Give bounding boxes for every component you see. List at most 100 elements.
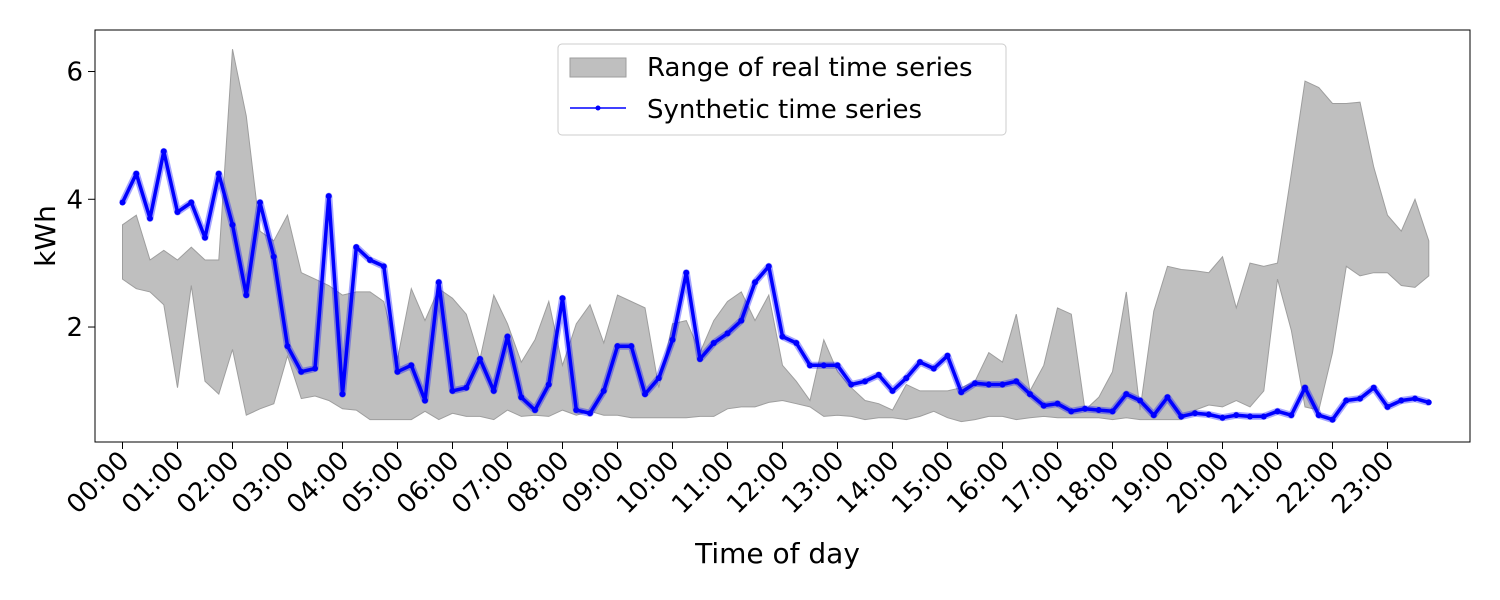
x-tick-label: 09:00 [556, 446, 630, 520]
synthetic-point [1068, 408, 1075, 415]
synthetic-point [435, 279, 442, 286]
x-tick-label: 06:00 [391, 446, 465, 520]
synthetic-point [490, 387, 497, 394]
x-tick-label: 22:00 [1271, 446, 1345, 520]
synthetic-point [147, 215, 153, 222]
synthetic-point [752, 279, 758, 286]
x-tick-label: 11:00 [666, 446, 740, 520]
synthetic-point [257, 199, 263, 206]
synthetic-point [1040, 402, 1047, 409]
synthetic-point [903, 375, 910, 382]
legend-label-band: Range of real time series [647, 53, 973, 83]
synthetic-point [1205, 411, 1212, 418]
x-tick-label: 17:00 [996, 446, 1070, 520]
synthetic-point [765, 263, 772, 270]
x-tick-label: 14:00 [831, 446, 905, 520]
synthetic-point [298, 368, 305, 375]
synthetic-point [1233, 412, 1240, 419]
synthetic-point [889, 387, 896, 394]
synthetic-point [1412, 395, 1418, 402]
synthetic-point [1219, 414, 1226, 421]
synthetic-point [1302, 384, 1308, 391]
synthetic-point [724, 330, 731, 337]
synthetic-point [160, 148, 167, 155]
x-tick-label: 02:00 [171, 446, 245, 520]
synthetic-point [380, 263, 387, 270]
legend: Range of real time series Synthetic time… [557, 43, 1007, 136]
x-axis-label: Time of day [694, 537, 860, 570]
x-tick-label: 15:00 [886, 446, 960, 520]
synthetic-point [1027, 391, 1033, 398]
synthetic-point [477, 355, 483, 362]
synthetic-series [119, 147, 1432, 424]
synthetic-point [1095, 407, 1102, 414]
real-range-band [122, 49, 1430, 423]
synthetic-point [463, 384, 470, 391]
synthetic-point [683, 269, 690, 276]
synthetic-point [188, 199, 195, 206]
synthetic-point [1109, 408, 1116, 415]
x-tick-label: 10:00 [611, 446, 685, 520]
synthetic-point [1137, 397, 1143, 404]
synthetic-point [1398, 397, 1405, 404]
synthetic-point [820, 362, 827, 369]
synthetic-point [697, 355, 703, 362]
synthetic-point [545, 381, 552, 388]
x-tick-label: 12:00 [721, 446, 795, 520]
x-tick-label: 13:00 [776, 446, 850, 520]
synthetic-point [862, 378, 868, 385]
synthetic-point [1260, 413, 1267, 420]
synthetic-point [710, 339, 717, 346]
synthetic-point [270, 253, 277, 260]
synthetic-point [518, 394, 525, 401]
synthetic-point [1082, 405, 1088, 412]
synthetic-point [215, 170, 222, 177]
y-axis: 2 4 6 [66, 58, 95, 343]
synthetic-point [999, 381, 1006, 388]
synthetic-point [202, 234, 208, 241]
synthetic-point [1178, 413, 1185, 420]
synthetic-point [339, 391, 346, 398]
synthetic-point [1054, 400, 1061, 407]
synthetic-point [1013, 378, 1020, 385]
synthetic-point [600, 387, 607, 394]
synthetic-point [1370, 384, 1377, 391]
synthetic-point [779, 333, 786, 340]
synthetic-point [312, 365, 318, 372]
synthetic-point [587, 410, 593, 417]
legend-swatch-marker [595, 105, 601, 111]
legend-swatch-band [569, 57, 627, 78]
x-tick-label: 18:00 [1051, 446, 1125, 520]
synthetic-point [1425, 399, 1432, 406]
synthetic-point [133, 170, 140, 177]
x-tick-label: 00:00 [61, 446, 135, 520]
y-axis-label: kWh [29, 205, 62, 267]
x-tick-label: 01:00 [116, 446, 190, 520]
x-tick-label: 19:00 [1106, 446, 1180, 520]
synthetic-point [807, 362, 813, 369]
synthetic-point [532, 407, 538, 414]
synthetic-point [669, 336, 676, 343]
y-tick-label: 6 [66, 58, 83, 88]
synthetic-point [1288, 412, 1295, 419]
synthetic-point [628, 343, 635, 350]
synthetic-point [614, 343, 621, 350]
x-tick-label: 20:00 [1161, 446, 1235, 520]
synthetic-point [1315, 412, 1322, 419]
legend-label-synthetic: Synthetic time series [647, 95, 922, 125]
synthetic-point [972, 380, 978, 387]
synthetic-point [504, 333, 511, 340]
synthetic-point [793, 339, 800, 346]
synthetic-point [449, 387, 456, 394]
synthetic-point [738, 317, 745, 324]
synthetic-point [325, 193, 332, 200]
synthetic-point [917, 359, 923, 366]
synthetic-point [985, 381, 992, 388]
synthetic-point [119, 199, 126, 206]
synthetic-point [655, 375, 662, 382]
synthetic-point [958, 389, 965, 396]
x-tick-label: 07:00 [446, 446, 520, 520]
synthetic-point [243, 292, 250, 299]
synthetic-point [174, 209, 181, 216]
